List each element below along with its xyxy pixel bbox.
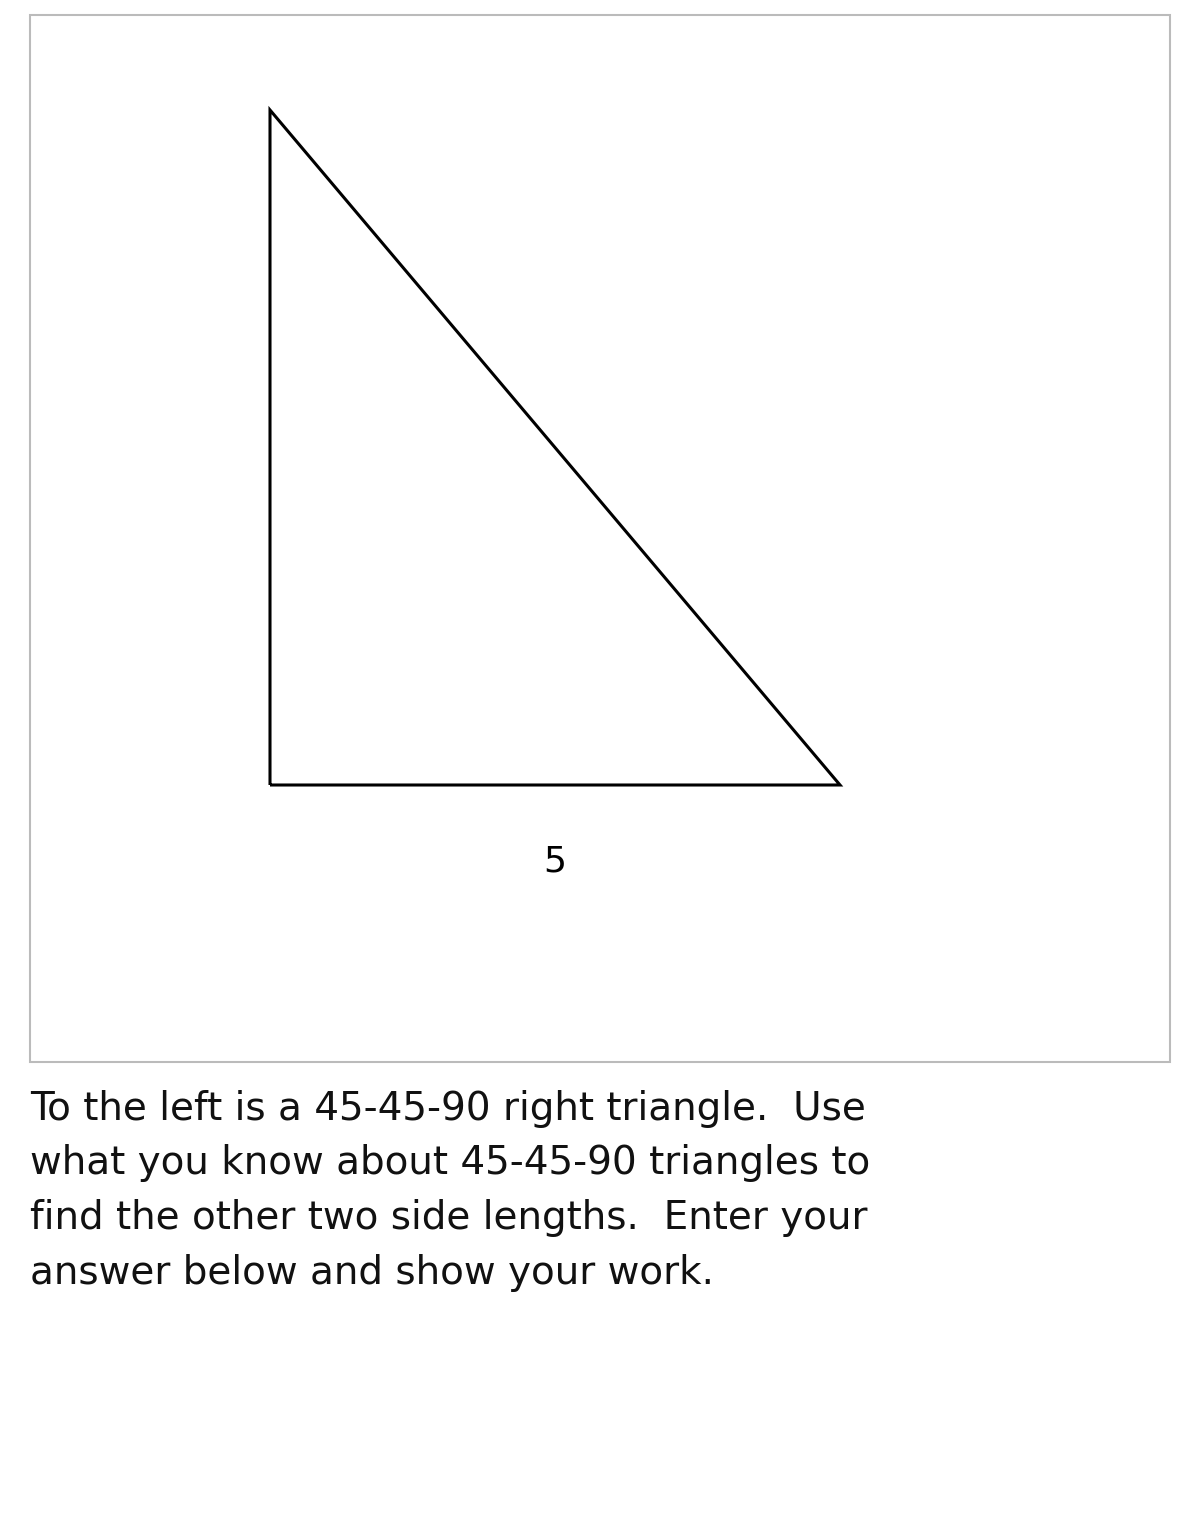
Text: 5: 5 (544, 845, 566, 879)
Text: To the left is a 45-45-90 right triangle.  Use
what you know about 45-45-90 tria: To the left is a 45-45-90 right triangle… (30, 1089, 870, 1291)
